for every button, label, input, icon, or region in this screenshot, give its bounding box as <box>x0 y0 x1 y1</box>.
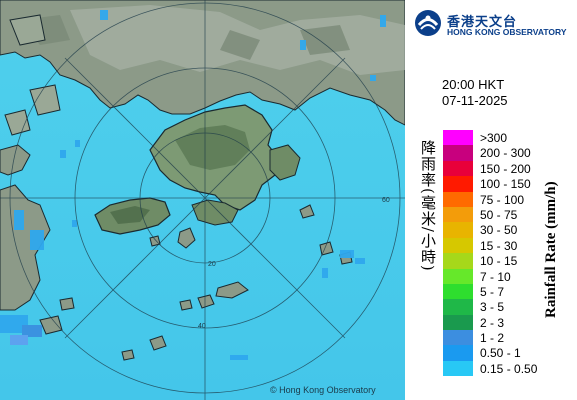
range-label-60: 60 <box>382 197 390 204</box>
legend-label: 15 - 30 <box>480 238 518 253</box>
legend-row: 30 - 50 <box>443 222 543 238</box>
radar-date: 07-11-2025 <box>442 93 508 108</box>
logo-chinese-name: 香港天文台 <box>447 15 518 30</box>
sai-kung-land <box>269 144 301 181</box>
logo-english-name: HONG KONG OBSERVATORY <box>447 27 567 37</box>
lamma-island <box>177 227 196 249</box>
west-islands <box>4 14 61 136</box>
legend-row: 0.15 - 0.50 <box>443 360 543 377</box>
legend-label: 200 - 300 <box>480 146 531 161</box>
legend-label: 150 - 200 <box>480 161 531 176</box>
legend-row: 2 - 3 <box>443 314 543 331</box>
legend-swatch <box>443 206 473 223</box>
legend-label: 2 - 3 <box>480 315 505 330</box>
legend-label: 3 - 5 <box>480 300 505 315</box>
west-coast-land <box>0 144 51 311</box>
legend-label: 7 - 10 <box>480 269 511 284</box>
radar-time: 20:00 HKT <box>442 77 505 92</box>
legend-title-chinese: 降雨率(毫米/小時) <box>419 140 437 272</box>
legend-row: 200 - 300 <box>443 145 543 161</box>
legend-row: 50 - 75 <box>443 206 543 223</box>
legend-swatch <box>443 145 473 161</box>
legend-swatch <box>443 160 473 177</box>
rainfall-rate-scale: >300 200 - 300 150 - 200 100 - 150 75 - 100 5… <box>443 130 543 377</box>
legend-label: 10 - 15 <box>480 254 518 269</box>
map-credit: © Hong Kong Observatory <box>270 385 376 395</box>
legend-row: 1 - 2 <box>443 330 543 346</box>
legend-label: 75 - 100 <box>480 192 525 207</box>
southern-island-d <box>149 335 167 351</box>
hko-emblem-icon <box>415 10 441 36</box>
hko-logo: 香港天文台 HONG KONG OBSERVATORY <box>413 8 573 38</box>
legend-row: 150 - 200 <box>443 160 543 177</box>
legend-swatch <box>443 191 473 207</box>
range-label-40: 40 <box>198 323 206 330</box>
rain-echoes <box>0 10 386 360</box>
legend-row: 15 - 30 <box>443 237 543 254</box>
range-rings <box>0 0 405 400</box>
legend-swatch <box>443 130 473 146</box>
legend-row: >300 <box>443 130 543 146</box>
legend-label: >300 <box>480 131 508 145</box>
legend-title-english: Rainfall Rate (mm/h) <box>543 181 559 319</box>
legend-label: 30 - 50 <box>480 223 518 238</box>
legend-label: 0.50 - 1 <box>480 346 521 361</box>
legend-label: 1 - 2 <box>480 331 505 346</box>
legend-label: 0.15 - 0.50 <box>480 361 538 376</box>
legend-row: 7 - 10 <box>443 268 543 284</box>
lantau-hills <box>110 206 150 224</box>
legend-row: 5 - 7 <box>443 283 543 300</box>
legend-swatch <box>443 314 473 331</box>
legend-swatch <box>443 237 473 254</box>
legend-row: 10 - 15 <box>443 253 543 269</box>
legend-swatch <box>443 283 473 300</box>
legend-label: 5 - 7 <box>480 284 505 299</box>
legend-swatch <box>443 299 473 315</box>
legend-swatch <box>443 222 473 238</box>
legend-row: 75 - 100 <box>443 191 543 207</box>
cheung-chau <box>149 235 161 247</box>
legend-swatch <box>443 345 473 361</box>
southern-island-e <box>121 349 135 361</box>
legend-swatch <box>443 176 473 192</box>
new-territories-hills <box>175 125 250 170</box>
legend-swatch <box>443 360 473 377</box>
hong-kong-island <box>191 199 239 226</box>
legend-row: 3 - 5 <box>443 299 543 315</box>
radar-map: 20 40 60 © Hong Kong Observatory <box>0 0 405 400</box>
southern-island-b <box>197 294 215 309</box>
legend-label: 50 - 75 <box>480 207 518 222</box>
legend-row: 100 - 150 <box>443 176 543 192</box>
range-label-20: 20 <box>208 261 216 268</box>
southern-island-a <box>215 281 249 299</box>
legend-panel: 香港天文台 HONG KONG OBSERVATORY 20:00 HKT 07… <box>405 0 577 400</box>
legend-swatch <box>443 253 473 269</box>
legend-swatch <box>443 330 473 346</box>
southern-island-c <box>179 299 193 311</box>
legend-row: 0.50 - 1 <box>443 345 543 361</box>
radar-map-canvas: 20 40 60 <box>0 0 405 400</box>
mainland-terrain-dark <box>20 15 350 60</box>
legend-label: 100 - 150 <box>480 177 531 192</box>
legend-swatch <box>443 268 473 284</box>
